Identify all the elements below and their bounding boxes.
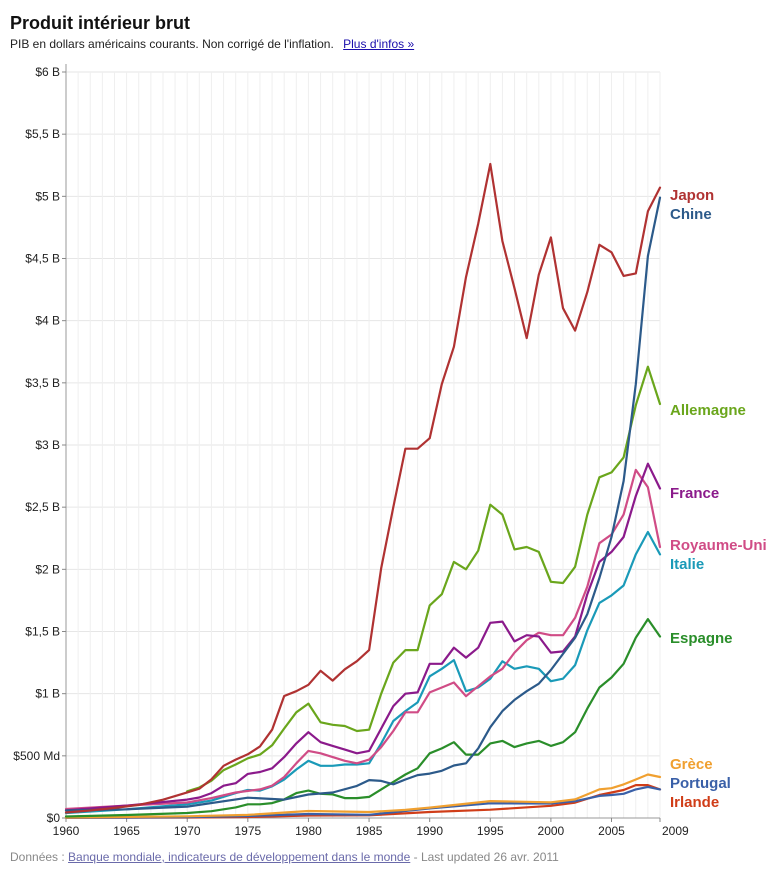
y-tick-label: $2,5 B (25, 500, 60, 514)
series-label-japon[interactable]: Japon (670, 187, 714, 204)
x-tick-label: 1995 (477, 824, 504, 838)
y-tick-label: $1 B (35, 687, 60, 701)
y-tick-label: $1,5 B (25, 625, 60, 639)
series-label-espagne[interactable]: Espagne (670, 630, 733, 647)
series-line-espagne[interactable] (64, 617, 662, 818)
y-tick-label: $4,5 B (25, 252, 60, 266)
y-tick-label: $4 B (35, 314, 60, 328)
x-tick-label: 2005 (598, 824, 625, 838)
y-tick-label: $6 B (35, 65, 60, 79)
x-tick-label: 1965 (113, 824, 140, 838)
x-tick-label: 1975 (234, 824, 261, 838)
y-tick-label: $3 B (35, 438, 60, 452)
x-tick-label: 1980 (295, 824, 322, 838)
chart-subtitle: PIB en dollars américains courants. Non … (10, 37, 414, 51)
y-tick-label: $3,5 B (25, 376, 60, 390)
series-line-japon[interactable] (64, 162, 662, 814)
x-tick-label: 2000 (538, 824, 565, 838)
series-label-france[interactable]: France (670, 485, 719, 502)
more-info-link[interactable]: Plus d'infos » (343, 37, 415, 51)
series-label-irlande[interactable]: Irlande (670, 794, 719, 811)
footer: Données : Banque mondiale, indicateurs d… (10, 850, 559, 864)
x-tick-label: 1970 (174, 824, 201, 838)
series-label-italie[interactable]: Italie (670, 556, 704, 573)
grid-lines (65, 64, 661, 819)
x-tick-label: 1990 (416, 824, 443, 838)
series-label-allemagne[interactable]: Allemagne (670, 402, 746, 419)
footer-prefix: Données : (10, 850, 65, 864)
y-tick-label: $5 B (35, 189, 60, 203)
x-tick-label: 1960 (53, 824, 80, 838)
series-line-royaume-uni[interactable] (64, 468, 662, 811)
y-tick-label: $0 (47, 811, 61, 825)
y-tick-label: $5,5 B (25, 127, 60, 141)
x-axis-ticks: 1960 1965 1970 1975 1980 1985 1990 1995 2000 2005… (53, 818, 689, 838)
series-label-gr-ce[interactable]: Grèce (670, 756, 713, 773)
x-tick-label: 2009 (662, 824, 689, 838)
series-label-portugal[interactable]: Portugal (670, 775, 731, 792)
subtitle-text: PIB en dollars américains courants. Non … (10, 37, 334, 51)
series-label-royaume-uni[interactable]: Royaume-Uni (670, 537, 767, 554)
gdp-line-chart[interactable]: $0 $500 Md $1 B $1,5 B $2 B $2,5 B $3 B $3,5 B $… (0, 0, 780, 845)
series-line-france[interactable] (64, 462, 662, 812)
last-updated: - Last updated 26 avr. 2011 (413, 850, 559, 864)
y-axis-ticks: $0 $500 Md $1 B $1,5 B $2 B $2,5 B $3 B $3,5 B $… (13, 65, 66, 825)
series-line-chine[interactable] (64, 196, 662, 812)
series-labels: Japon Chine Allemagne France Royaume-Uni Ital… (670, 187, 767, 811)
series-label-chine[interactable]: Chine (670, 206, 712, 223)
series-line-allemagne[interactable] (186, 365, 662, 793)
series-line-gr-ce[interactable] (64, 773, 662, 819)
source-link[interactable]: Banque mondiale, indicateurs de développ… (68, 850, 411, 864)
chart-title: Produit intérieur brut (10, 13, 190, 33)
series-lines (64, 162, 662, 819)
x-tick-label: 1985 (356, 824, 383, 838)
y-tick-label: $500 Md (13, 749, 60, 763)
y-tick-label: $2 B (35, 562, 60, 576)
